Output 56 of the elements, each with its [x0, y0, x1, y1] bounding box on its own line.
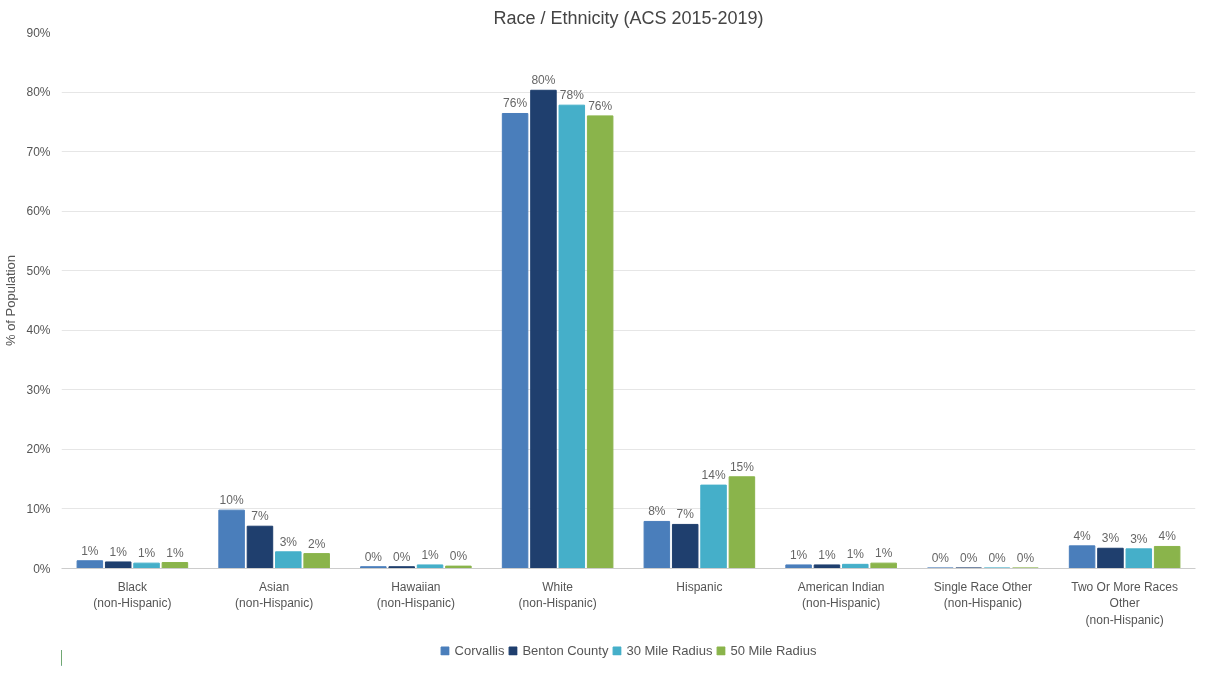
data-label: 80%	[531, 73, 556, 88]
data-label: 3%	[1130, 531, 1148, 546]
x-tick-label: Black (non-Hispanic)	[93, 579, 172, 611]
data-label: 1%	[846, 547, 865, 562]
data-label: 1%	[421, 547, 440, 562]
data-label: 1%	[81, 543, 99, 558]
y-axis-title: % of Population	[3, 254, 19, 347]
y-tick-label: 50%	[26, 263, 51, 278]
data-label: 0%	[364, 549, 383, 564]
data-label: 2%	[307, 536, 326, 551]
data-label: 14%	[701, 468, 726, 483]
y-tick-label: 90%	[26, 25, 51, 40]
data-label: 0%	[960, 550, 978, 565]
y-tick-label: 10%	[26, 501, 51, 516]
data-label: 10%	[219, 493, 244, 508]
data-label: 3%	[279, 534, 298, 549]
y-tick-label: 40%	[26, 323, 51, 338]
legend-label: Benton County	[522, 642, 609, 658]
chart-title: Race / Ethnicity (ACS 2015-2019)	[493, 7, 764, 28]
data-label: 1%	[874, 546, 893, 561]
data-label: 78%	[559, 88, 585, 103]
data-label: 4%	[1158, 529, 1177, 544]
y-tick-label: 0%	[33, 561, 51, 576]
data-label: 0%	[449, 549, 468, 564]
x-tick-label: American Indian (non-Hispanic)	[797, 579, 885, 611]
x-tick-label: Asian (non-Hispanic)	[235, 579, 314, 611]
data-label: 1%	[818, 547, 836, 562]
data-label: 1%	[789, 547, 808, 562]
data-label: 1%	[109, 544, 128, 559]
legend-label: 50 Mile Radius	[730, 642, 817, 658]
data-label: 15%	[729, 459, 755, 474]
data-label: 1%	[137, 546, 156, 561]
data-label: 76%	[588, 98, 613, 113]
y-tick-label: 70%	[26, 144, 51, 159]
legend-label: 30 Mile Radius	[626, 642, 713, 658]
data-label: 0%	[988, 550, 1007, 565]
y-tick-label: 30%	[26, 382, 51, 397]
data-label: 7%	[251, 509, 269, 524]
data-label: 7%	[676, 507, 695, 522]
x-tick-label: White (non-Hispanic)	[518, 579, 597, 611]
data-label: 8%	[648, 504, 666, 519]
y-tick-label: 20%	[26, 442, 51, 457]
x-tick-label: Hawaiian (non-Hispanic)	[376, 579, 455, 611]
data-label: 0%	[393, 549, 411, 564]
data-label: 0%	[1016, 550, 1035, 565]
data-label: 1%	[166, 545, 184, 560]
y-tick-label: 60%	[26, 204, 51, 219]
x-tick-label: Two Or More Races Other (non-Hispanic)	[1071, 579, 1178, 628]
data-label: 76%	[503, 96, 528, 111]
data-label: 3%	[1101, 531, 1120, 546]
y-tick-label: 80%	[26, 85, 51, 100]
x-tick-label: Single Race Other (non-Hispanic)	[933, 579, 1032, 611]
legend-label: Corvallis	[454, 642, 505, 658]
data-label: 0%	[931, 550, 950, 565]
x-tick-label: Hispanic	[676, 579, 723, 594]
data-label: 4%	[1073, 528, 1092, 543]
